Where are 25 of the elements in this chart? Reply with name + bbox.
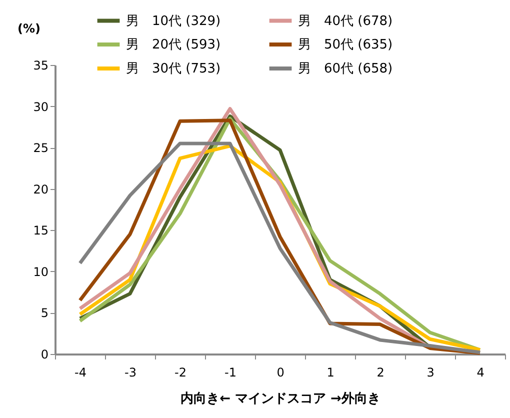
y-tick-label: 15	[33, 224, 48, 238]
y-tick-label: 0	[40, 348, 48, 362]
x-tick-label: 1	[326, 366, 334, 380]
legend-label: 男 60代 (658)	[298, 62, 393, 76]
legend-label: 男 10代 (329)	[126, 14, 221, 29]
y-tick-label: 5	[40, 306, 48, 320]
y-axis-title: (%)	[18, 22, 40, 36]
x-tick-label: -2	[174, 366, 186, 380]
x-tick-label: 0	[276, 366, 284, 380]
legend-label: 男 40代 (678)	[298, 14, 393, 29]
legend-label: 男 20代 (593)	[126, 38, 221, 52]
x-tick-label: 2	[376, 366, 384, 380]
x-tick-label: -3	[124, 366, 136, 380]
x-axis-title: 内向き← マインドスコア →外向き	[180, 392, 380, 406]
x-tick-label: 3	[426, 366, 434, 380]
x-tick-label: 4	[476, 366, 484, 380]
legend-label: 男 30代 (753)	[126, 62, 221, 76]
y-tick-label: 10	[33, 264, 48, 279]
x-tick-label: -1	[224, 366, 236, 380]
y-tick-label: 35	[33, 58, 48, 72]
x-tick-label: -4	[74, 366, 86, 380]
y-tick-label: 20	[33, 182, 48, 196]
y-tick-label: 30	[33, 100, 48, 114]
legend-label: 男 50代 (635)	[298, 38, 393, 52]
y-tick-label: 25	[33, 141, 48, 156]
